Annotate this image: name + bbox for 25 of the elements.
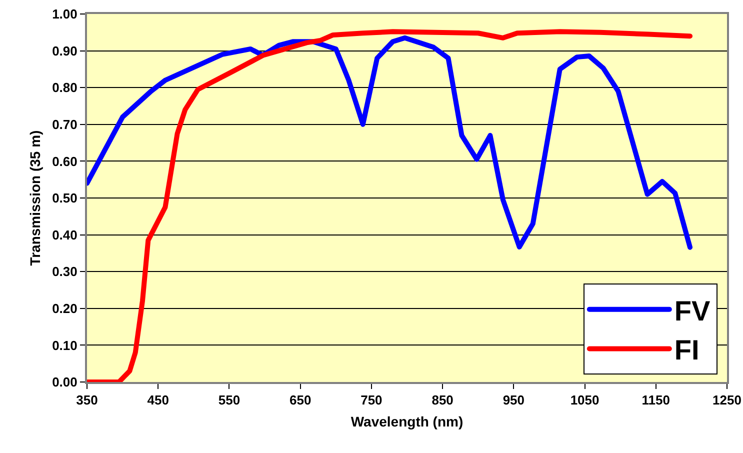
- x-tick-label: 650: [289, 392, 312, 408]
- y-tick-label: 0.20: [52, 300, 78, 316]
- y-tick-label: 0.50: [52, 190, 78, 206]
- x-tick-label: 950: [502, 392, 525, 408]
- y-tick-label: 0.10: [52, 338, 78, 353]
- y-tick-label: 0.60: [52, 154, 78, 169]
- y-tick-label: 0.40: [52, 227, 78, 242]
- y-tick-label: 0.80: [52, 80, 78, 96]
- x-tick-label: 1250: [712, 392, 742, 408]
- y-tick-label: 0.30: [52, 264, 78, 280]
- y-tick-label: 0.70: [52, 116, 78, 132]
- y-tick-label: 1.00: [52, 6, 78, 22]
- x-tick-label: 350: [76, 392, 98, 408]
- x-axis-title: Wavelength (nm): [350, 413, 464, 430]
- y-axis-title: Transmission (35 m): [27, 130, 44, 266]
- legend-label: FI: [674, 334, 700, 366]
- x-tick-label: 1150: [642, 392, 670, 408]
- x-tick-label: 1050: [570, 392, 600, 408]
- x-tick-label: 550: [218, 392, 240, 408]
- x-tick-label: 450: [147, 392, 169, 408]
- x-tick-label: 750: [360, 392, 382, 408]
- y-tick-label: 0.90: [52, 43, 78, 58]
- legend-label: FV: [674, 295, 711, 326]
- x-tick-label: 850: [432, 392, 454, 408]
- y-tick-label: 0.00: [52, 374, 78, 390]
